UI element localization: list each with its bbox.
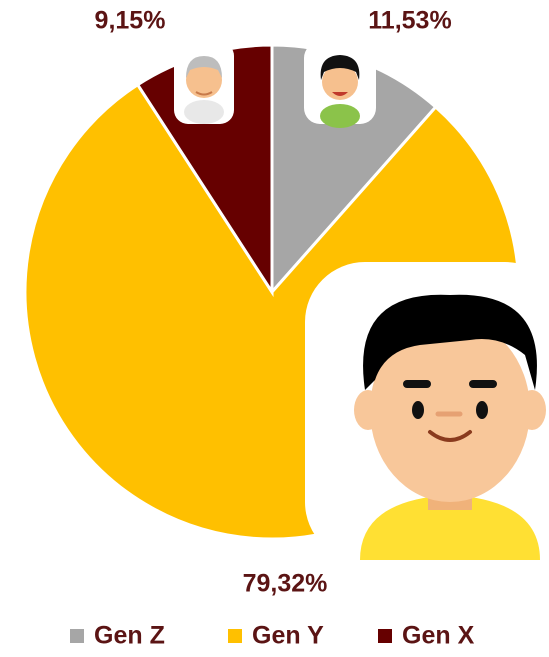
legend-swatch [228, 629, 242, 643]
legend: Gen Z Gen Y Gen X [70, 622, 475, 650]
data-label: 79,32% [243, 570, 328, 598]
avatar-main [305, 262, 549, 562]
legend-swatch [70, 629, 84, 643]
legend-label: Gen Z [94, 622, 165, 650]
legend-label: Gen Y [252, 622, 324, 650]
data-label: 9,15% [95, 7, 166, 35]
legend-label: Gen X [402, 622, 475, 650]
avatar-old [174, 42, 234, 124]
avatar-young [304, 42, 376, 128]
data-label: 11,53% [368, 7, 451, 35]
legend-swatch [378, 629, 392, 643]
